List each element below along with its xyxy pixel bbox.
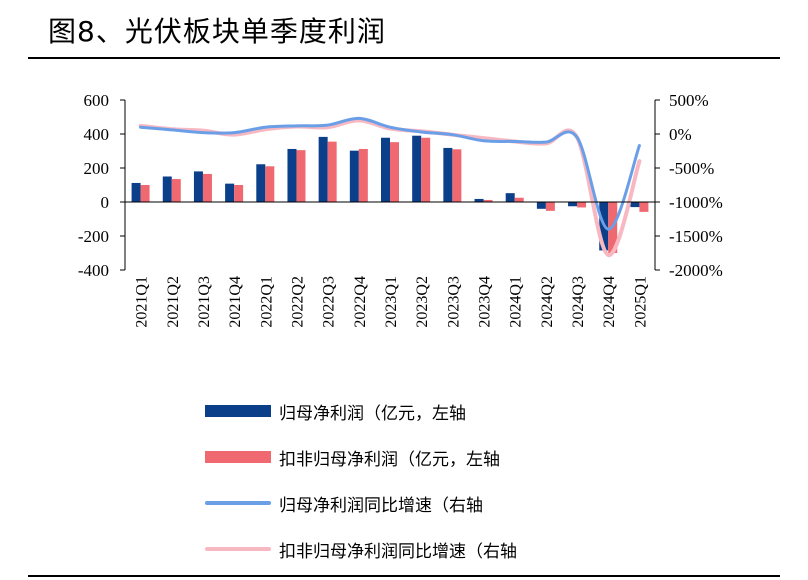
bar-deducted-profit <box>202 173 212 202</box>
legend-item-deducted-profit: 扣非归母净利润（亿元，左轴 <box>205 434 517 480</box>
bar-net-profit <box>474 198 484 202</box>
legend-swatch-net-growth <box>205 501 271 505</box>
legend-label-net-profit: 归母净利润（亿元，左轴 <box>279 403 466 424</box>
bar-deducted-profit <box>140 185 150 202</box>
left-tick-label: -200 <box>78 227 109 246</box>
legend-label-deducted-profit: 扣非归母净利润（亿元，左轴 <box>279 449 500 470</box>
bar-net-profit <box>381 137 390 202</box>
bar-deducted-profit <box>421 137 431 202</box>
x-tick-label: 2023Q1 <box>383 276 400 328</box>
right-tick-label: -2000% <box>669 261 723 280</box>
line-net-growth <box>139 116 641 231</box>
right-tick-label: 0% <box>669 125 692 144</box>
bar-net-profit <box>225 183 235 202</box>
x-tick-label: 2022Q2 <box>289 276 306 328</box>
x-tick-label: 2024Q1 <box>508 276 525 328</box>
left-tick-label: 600 <box>84 91 110 110</box>
right-tick-label: -1000% <box>669 193 723 212</box>
x-tick-label: 2022Q3 <box>321 276 338 328</box>
legend-swatch-net-profit <box>205 405 271 417</box>
right-tick-label: 500% <box>669 91 709 110</box>
bottom-rule <box>28 575 780 577</box>
bar-deducted-profit <box>265 166 275 202</box>
x-tick-label: 2024Q3 <box>570 276 587 328</box>
bar-deducted-profit <box>514 197 524 202</box>
bar-deducted-profit <box>452 149 462 202</box>
x-tick-label: 2025Q1 <box>632 276 649 328</box>
right-tick-label: -500% <box>669 159 714 178</box>
x-tick-label: 2022Q1 <box>258 276 275 328</box>
left-tick-label: 0 <box>101 193 110 212</box>
x-tick-label: 2021Q2 <box>165 276 182 328</box>
bar-deducted-profit <box>577 202 587 208</box>
bar-net-profit <box>256 164 266 202</box>
bar-deducted-profit <box>358 148 368 202</box>
bar-net-profit <box>568 202 578 207</box>
left-tick-label: 200 <box>84 159 110 178</box>
bar-net-profit <box>536 202 546 209</box>
x-tick-label: 2023Q2 <box>414 276 431 328</box>
legend-label-deducted-growth: 扣非归母净利润同比增速（右轴 <box>279 541 517 562</box>
bar-deducted-profit <box>327 141 337 202</box>
bar-deducted-profit <box>390 142 399 202</box>
x-tick-label: 2022Q4 <box>352 276 369 328</box>
legend-item-deducted-growth: 扣非归母净利润同比增速（右轴 <box>205 526 517 572</box>
bar-deducted-profit <box>171 179 181 202</box>
bar-deducted-profit <box>296 150 306 202</box>
legend-label-net-growth: 归母净利润同比增速（右轴 <box>279 495 483 516</box>
legend: 归母净利润（亿元，左轴 扣非归母净利润（亿元，左轴 归母净利润同比增速（右轴 扣… <box>205 388 517 572</box>
legend-item-net-growth: 归母净利润同比增速（右轴 <box>205 480 517 526</box>
right-tick-label: -1500% <box>669 227 723 246</box>
bar-net-profit <box>505 193 515 202</box>
bar-net-profit <box>287 148 297 202</box>
legend-swatch-deducted-growth <box>205 547 271 551</box>
figure-title: 图8、光伏板块单季度利润 <box>48 15 386 48</box>
top-rule <box>28 57 780 59</box>
x-tick-label: 2023Q4 <box>477 276 494 328</box>
left-tick-label: -400 <box>78 261 109 280</box>
x-tick-label: 2021Q3 <box>196 276 213 328</box>
bar-net-profit <box>162 176 172 202</box>
x-tick-label: 2023Q3 <box>445 276 462 328</box>
bar-net-profit <box>412 135 422 202</box>
legend-item-net-profit: 归母净利润（亿元，左轴 <box>205 388 517 434</box>
bar-net-profit <box>318 136 328 202</box>
x-tick-label: 2024Q2 <box>539 276 556 328</box>
bar-deducted-profit <box>234 185 244 202</box>
left-tick-label: 400 <box>84 125 110 144</box>
bar-deducted-profit <box>545 202 555 211</box>
bar-net-profit <box>630 202 640 208</box>
bar-net-profit <box>443 147 453 202</box>
bar-net-profit <box>131 182 141 202</box>
x-tick-label: 2024Q4 <box>601 276 618 328</box>
bar-deducted-profit <box>639 202 649 212</box>
legend-swatch-deducted-profit <box>205 451 271 463</box>
bar-net-profit <box>193 171 203 202</box>
bar-deducted-profit <box>483 199 493 202</box>
x-tick-label: 2021Q4 <box>227 276 244 328</box>
x-tick-label: 2021Q1 <box>134 276 151 328</box>
bar-net-profit <box>349 150 359 202</box>
